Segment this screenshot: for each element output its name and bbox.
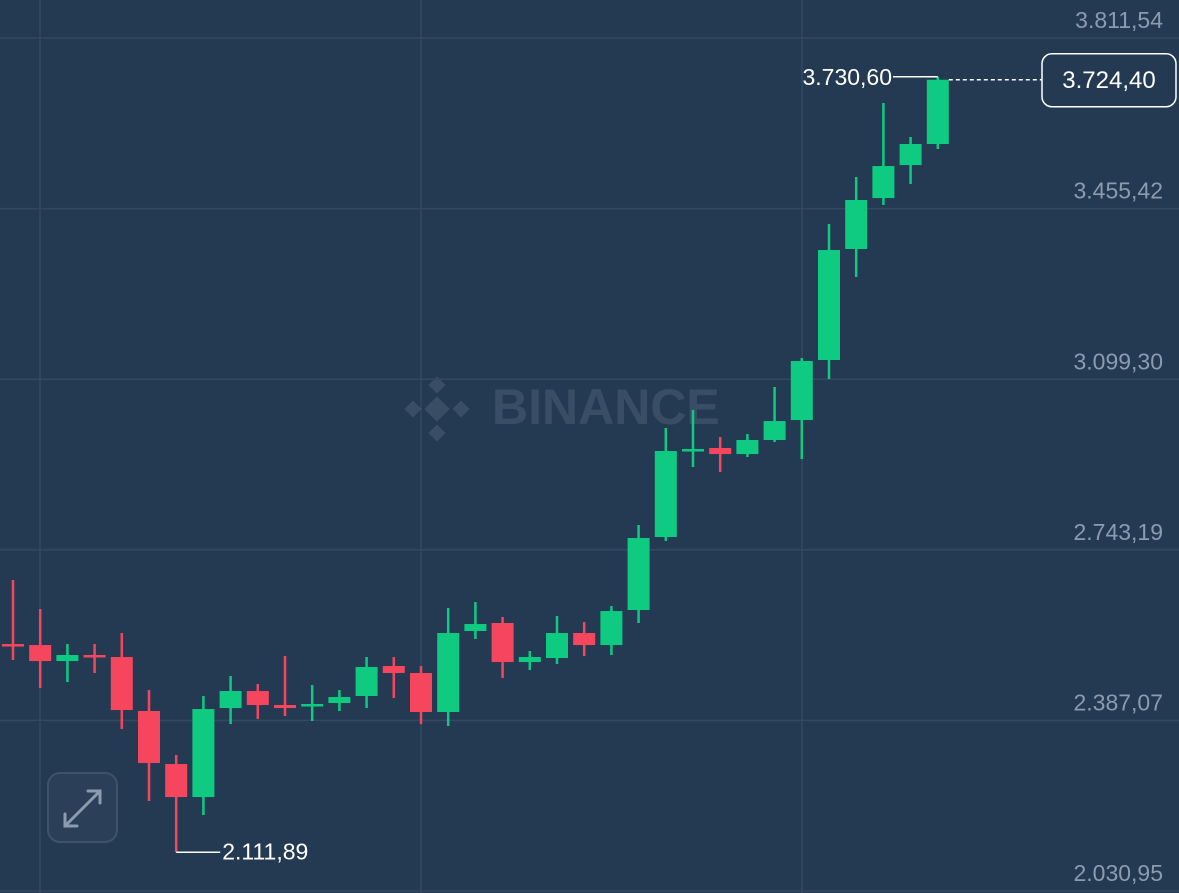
candle-body	[736, 440, 759, 455]
candle-body	[138, 711, 160, 764]
candle-body	[845, 200, 868, 250]
candle-body	[654, 451, 677, 538]
y-tick-label: 2.387,07	[1073, 689, 1163, 715]
candle-body	[165, 764, 188, 798]
candle-body	[491, 623, 514, 663]
candle-body	[110, 657, 133, 711]
candle-body	[872, 166, 895, 199]
last-price-label: 3.724,40	[1062, 67, 1155, 94]
candle-body	[246, 691, 269, 706]
candle-body	[763, 421, 786, 441]
y-tick-label: 3.099,30	[1073, 348, 1163, 374]
expand-icon[interactable]	[63, 789, 102, 828]
candle-body	[709, 448, 732, 455]
candle-body	[464, 624, 487, 632]
candle-body	[818, 250, 840, 361]
candle-body	[328, 697, 351, 704]
candle-body	[546, 633, 568, 659]
candle-body	[437, 633, 460, 713]
candle-body	[926, 79, 949, 145]
y-tick-label: 2.743,19	[1073, 519, 1163, 545]
candle-body	[382, 666, 405, 674]
y-tick-label: 3.455,42	[1073, 178, 1163, 204]
candle-body	[682, 449, 704, 452]
candle-body	[600, 611, 623, 646]
candle-body	[83, 655, 106, 658]
last-price-box	[1041, 53, 1177, 108]
candle-body	[56, 655, 79, 662]
candle-body	[899, 144, 922, 166]
max-label: 3.730,60	[802, 64, 892, 90]
candle-body	[573, 633, 596, 646]
candle-body	[518, 657, 541, 663]
candle-body	[410, 673, 432, 713]
watermark-text: BINANCE	[492, 379, 720, 435]
expand-button[interactable]	[47, 772, 118, 843]
candle-body	[790, 361, 813, 421]
min-label: 2.111,89	[222, 838, 308, 864]
y-tick-label: 2.030,95	[1073, 860, 1163, 886]
candle-body	[192, 709, 215, 798]
candle-body	[355, 667, 378, 697]
candle-body	[301, 704, 324, 707]
candle-body	[219, 691, 242, 709]
candle-body	[2, 644, 24, 647]
candle-body	[627, 538, 650, 611]
candle-body	[274, 705, 296, 709]
y-tick-label: 3.811,54	[1075, 7, 1163, 33]
candle-body	[29, 645, 52, 662]
